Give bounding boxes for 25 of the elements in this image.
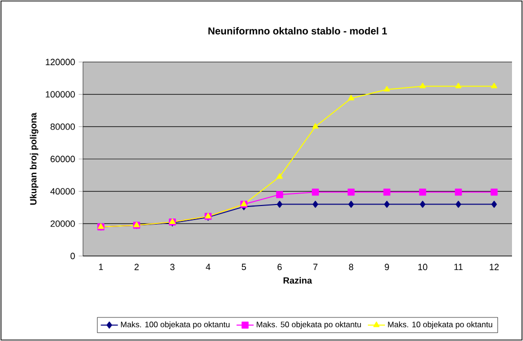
legend-label: Maks. 50 objekata po oktantu (256, 321, 361, 329)
y-tick-label: 120000 (46, 58, 75, 66)
x-tick-label: 11 (454, 264, 463, 270)
y-tick-label: 20000 (50, 220, 75, 227)
y-axis-title: Ukupan broj poligona (30, 112, 38, 205)
chart-title: Neuniformno oktalno stablo - model 1 (208, 27, 387, 34)
legend-label: Maks. 100 objekata po oktantu (121, 321, 230, 329)
x-tick-label: 3 (170, 264, 174, 270)
x-tick-label: 4 (206, 264, 210, 270)
x-tick-label: 6 (278, 264, 282, 270)
y-tick-label: 80000 (50, 123, 75, 130)
x-tick-label: 10 (418, 264, 428, 270)
y-tick-label: 100000 (46, 91, 75, 98)
y-tick-label: 60000 (50, 156, 75, 162)
x-tick-label: 7 (313, 264, 318, 270)
x-axis-title: Razina (284, 277, 312, 284)
x-tick-label: 1 (99, 264, 103, 270)
x-tick-label: 12 (490, 264, 499, 270)
x-tick-label: 9 (384, 264, 389, 270)
x-tick-label: 8 (349, 264, 354, 270)
y-tick-label: 40000 (50, 188, 75, 195)
legend-label: Maks. 10 objekata po oktantu (388, 321, 492, 329)
x-tick-label: 2 (134, 264, 139, 270)
x-tick-label: 5 (242, 264, 246, 270)
y-tick-label: 0 (70, 252, 75, 260)
